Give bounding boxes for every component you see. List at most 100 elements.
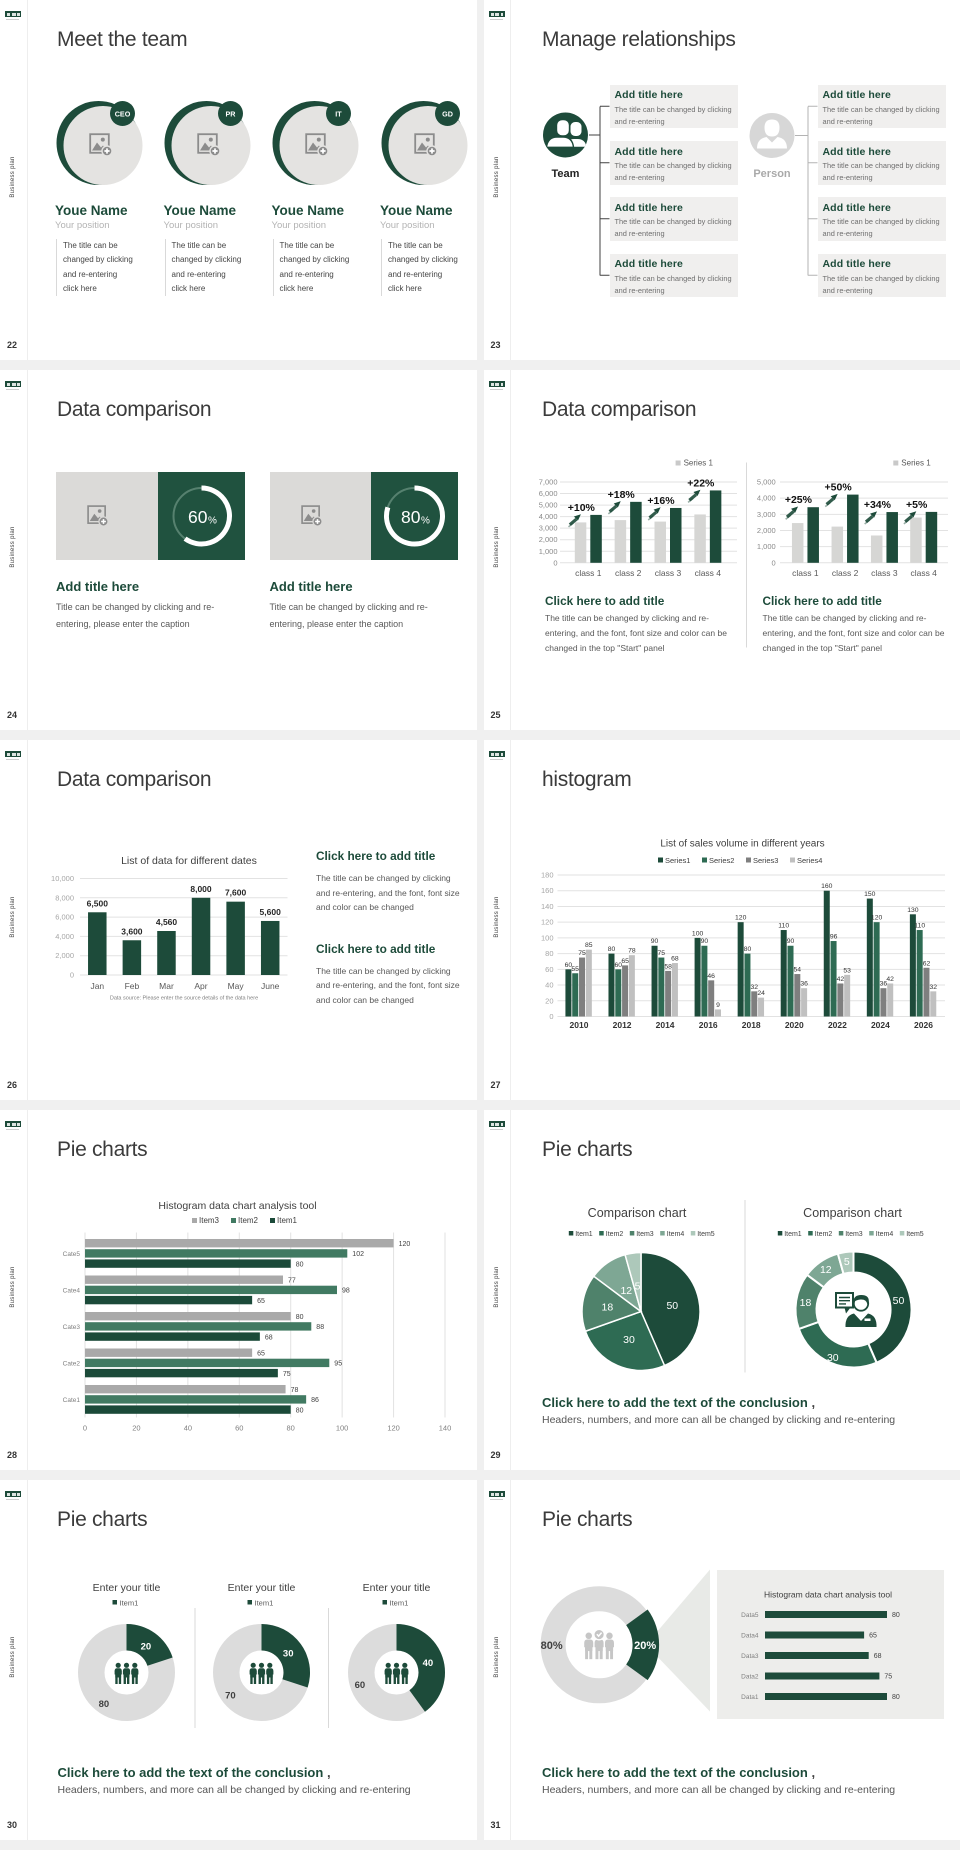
svg-text:65: 65 <box>257 1351 265 1358</box>
svg-text:36: 36 <box>800 981 808 988</box>
svg-text:60: 60 <box>355 1680 366 1691</box>
svg-text:10,000: 10,000 <box>51 874 74 883</box>
svg-text:80: 80 <box>892 1694 900 1701</box>
svg-text:24: 24 <box>757 990 765 997</box>
svg-text:90: 90 <box>787 938 795 945</box>
svg-text:90: 90 <box>651 938 659 945</box>
svg-text:8,000: 8,000 <box>190 884 212 894</box>
svg-text:List of data for different dat: List of data for different dates <box>121 855 257 867</box>
svg-text:120: 120 <box>387 1424 400 1433</box>
svg-text:5,000: 5,000 <box>757 478 776 487</box>
svg-text:70: 70 <box>225 1691 236 1702</box>
svg-text:4,560: 4,560 <box>156 917 178 927</box>
svg-text:53: 53 <box>843 967 851 974</box>
svg-text:2,000: 2,000 <box>55 951 74 960</box>
svg-text:Feb: Feb <box>125 981 140 991</box>
svg-text:Item5: Item5 <box>906 1231 924 1238</box>
svg-text:7,000: 7,000 <box>539 478 558 487</box>
svg-text:150: 150 <box>864 891 876 898</box>
svg-text:160: 160 <box>541 886 554 895</box>
svg-text:class 3: class 3 <box>871 568 898 578</box>
svg-text:Item3: Item3 <box>845 1231 863 1238</box>
svg-text:class 2: class 2 <box>615 568 642 578</box>
svg-text:80: 80 <box>892 1612 900 1619</box>
svg-text:80%: 80% <box>541 1640 563 1652</box>
svg-text:2016: 2016 <box>699 1020 718 1030</box>
svg-text:54: 54 <box>794 967 802 974</box>
svg-text:160: 160 <box>821 883 833 890</box>
svg-text:Item3: Item3 <box>636 1231 654 1238</box>
svg-text:+22%: +22% <box>687 477 715 489</box>
svg-text:4,000: 4,000 <box>55 932 74 941</box>
svg-text:102: 102 <box>352 1251 364 1258</box>
svg-text:60: 60 <box>565 962 573 969</box>
svg-text:30: 30 <box>283 1649 294 1660</box>
svg-text:42: 42 <box>837 976 845 983</box>
svg-text:7,600: 7,600 <box>225 888 247 898</box>
svg-text:3,000: 3,000 <box>757 510 776 519</box>
svg-text:5: 5 <box>844 1256 850 1268</box>
svg-text:120: 120 <box>541 918 554 927</box>
svg-text:+34%: +34% <box>864 499 892 511</box>
svg-text:20%: 20% <box>634 1640 656 1652</box>
svg-text:65: 65 <box>869 1633 877 1640</box>
svg-text:75: 75 <box>658 950 666 957</box>
svg-text:32: 32 <box>751 984 759 991</box>
svg-text:62: 62 <box>923 960 931 967</box>
svg-text:80: 80 <box>296 1407 304 1414</box>
svg-text:68: 68 <box>874 1653 882 1660</box>
svg-text:36: 36 <box>880 981 888 988</box>
svg-text:Series2: Series2 <box>709 856 734 865</box>
svg-text:2,000: 2,000 <box>757 526 776 535</box>
svg-text:Item3: Item3 <box>199 1216 220 1225</box>
svg-text:Enter your title: Enter your title <box>363 1582 431 1594</box>
svg-text:Cate4: Cate4 <box>63 1288 81 1295</box>
svg-text:30: 30 <box>827 1352 839 1364</box>
svg-text:46: 46 <box>707 973 715 980</box>
svg-text:class 1: class 1 <box>792 568 819 578</box>
svg-text:88: 88 <box>316 1324 324 1331</box>
svg-text:8,000: 8,000 <box>55 893 74 902</box>
svg-text:100: 100 <box>541 933 554 942</box>
svg-text:80: 80 <box>296 1314 304 1321</box>
svg-text:Cate2: Cate2 <box>63 1361 81 1368</box>
svg-text:Item4: Item4 <box>667 1231 685 1238</box>
svg-text:Item1: Item1 <box>575 1231 593 1238</box>
svg-text:4,000: 4,000 <box>539 512 558 521</box>
svg-text:42: 42 <box>886 976 894 983</box>
svg-text:List of sales volume in differ: List of sales volume in different years <box>660 839 824 850</box>
svg-text:Histogram data chart analysis: Histogram data chart analysis tool <box>764 1590 892 1600</box>
svg-text:80: 80 <box>744 946 752 953</box>
svg-text:0: 0 <box>553 558 557 567</box>
svg-text:class 4: class 4 <box>910 568 937 578</box>
svg-text:Cate3: Cate3 <box>63 1324 81 1331</box>
svg-text:40: 40 <box>184 1424 192 1433</box>
svg-text:120: 120 <box>735 915 747 922</box>
svg-text:Data2: Data2 <box>741 1674 759 1681</box>
svg-text:Cate1: Cate1 <box>63 1397 81 1404</box>
svg-text:2026: 2026 <box>914 1020 933 1030</box>
svg-text:3,600: 3,600 <box>121 926 143 936</box>
svg-text:class 4: class 4 <box>695 568 722 578</box>
svg-text:Item1: Item1 <box>784 1231 802 1238</box>
svg-text:85: 85 <box>585 942 593 949</box>
svg-text:2024: 2024 <box>871 1020 890 1030</box>
svg-text:32: 32 <box>930 984 938 991</box>
svg-text:Comparison chart: Comparison chart <box>803 1206 902 1220</box>
svg-text:55: 55 <box>571 966 579 973</box>
svg-text:78: 78 <box>291 1387 299 1394</box>
svg-text:90: 90 <box>701 938 709 945</box>
svg-text:4,000: 4,000 <box>757 494 776 503</box>
svg-text:68: 68 <box>265 1334 273 1341</box>
svg-text:2010: 2010 <box>570 1020 589 1030</box>
svg-text:%: % <box>421 515 430 526</box>
svg-text:96: 96 <box>830 934 838 941</box>
svg-text:80: 80 <box>401 507 421 527</box>
svg-text:6,000: 6,000 <box>539 489 558 498</box>
svg-text:6,000: 6,000 <box>55 913 74 922</box>
svg-text:+5%: +5% <box>906 499 928 511</box>
svg-text:5,600: 5,600 <box>260 907 282 917</box>
svg-text:60: 60 <box>188 507 208 527</box>
svg-text:2018: 2018 <box>742 1020 761 1030</box>
svg-text:77: 77 <box>288 1278 296 1285</box>
